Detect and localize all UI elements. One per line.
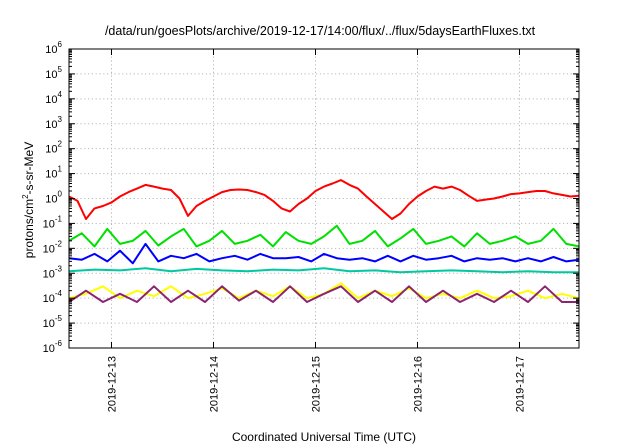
y-tick-label-base: 10 [43,318,55,330]
plot-frame [68,48,580,349]
y-tick-label-exponent: -5 [55,314,63,323]
series-line-1 [68,179,580,220]
y-tick-label-exponent: 4 [58,90,63,99]
y-tick-label-base: 10 [45,144,57,156]
y-tick-label: 10-1 [43,214,63,230]
series-line-6 [68,285,579,303]
x-tick-label: 2019-12-13 [107,356,119,412]
y-tick-label-exponent: -6 [55,339,63,348]
y-tick-label: 100 [45,190,62,206]
y-tick-label: 10-4 [43,289,63,305]
y-axis-label-rest: -s-sr-MeV [22,142,36,195]
y-tick-label-exponent: 5 [58,65,63,74]
y-tick-label-exponent: -3 [55,264,63,273]
y-tick-label: 10-6 [43,339,63,355]
x-tick-label: 2019-12-14 [209,356,221,412]
chart-title: /data/run/goesPlots/archive/2019-12-17/1… [105,24,536,38]
y-tick-label-base: 10 [45,69,57,81]
y-tick-label-exponent: 2 [58,140,63,149]
y-tick-label: 10-5 [43,314,63,330]
x-axis-label: Coordinated Universal Time (UTC) [232,430,416,444]
series-line-4 [68,267,579,274]
y-axis-label: protons/cm2-s-sr-MeV [21,142,36,258]
series-layer [68,179,580,303]
y-tick-label-base: 10 [43,343,55,355]
y-tick-label: 104 [45,90,62,106]
y-tick-label: 102 [45,140,62,156]
y-tick-label-base: 10 [45,169,57,181]
y-axis-label-group: protons/cm2-s-sr-MeV [21,142,36,258]
y-tick-label: 106 [45,40,62,56]
y-tick-label-exponent: 1 [58,165,63,174]
y-tick-label: 105 [45,65,62,81]
grid [69,49,579,348]
series-line-2 [68,224,580,248]
y-tick-label: 10-2 [43,239,63,255]
y-tick-label-exponent: -1 [55,214,63,223]
y-tick-label-base: 10 [45,44,57,56]
x-tick-label: 2019-12-17 [515,356,527,412]
y-tick-label-exponent: -2 [55,239,63,248]
y-tick-label-exponent: 3 [58,115,63,124]
y-tick-label-base: 10 [45,194,57,206]
y-axis-label-base: protons/cm [22,199,36,258]
series-line-3 [68,242,580,265]
y-tick-label: 10-3 [43,264,63,280]
y-axis-label-sup: 2 [21,194,30,199]
axes: 10-610-510-410-310-210-11001011021031041… [43,40,580,412]
y-tick-label-base: 10 [43,293,55,305]
y-tick-label-exponent: 6 [58,40,63,49]
y-tick-label-base: 10 [43,268,55,280]
y-tick-label: 103 [45,115,62,131]
y-tick-label-exponent: -4 [55,289,63,298]
x-tick-label: 2019-12-15 [311,356,323,412]
y-tick-label-base: 10 [45,119,57,131]
y-tick-label-base: 10 [43,218,55,230]
y-tick-label-base: 10 [45,94,57,106]
y-tick-label-exponent: 0 [58,190,63,199]
x-tick-label: 2019-12-16 [413,356,425,412]
y-tick-label: 101 [45,165,62,181]
y-tick-label-base: 10 [43,243,55,255]
